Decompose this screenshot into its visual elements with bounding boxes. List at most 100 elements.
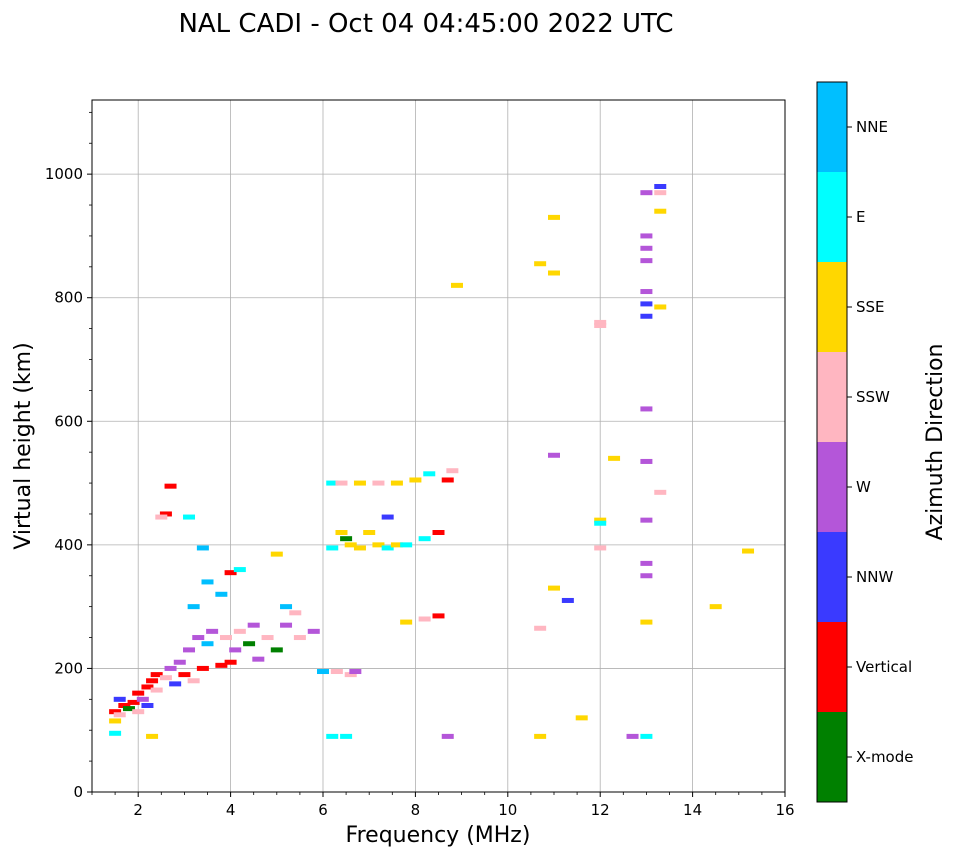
echo-mark [215,662,228,668]
echo-mark [608,455,621,461]
colorbar-segment [817,352,847,442]
echo-mark [372,480,385,486]
echo-mark [418,536,431,542]
y-axis-label: Virtual height (km) [11,342,36,549]
echo-mark [219,635,232,641]
colorbar-tick-label: NNW [856,568,893,586]
echo-mark [742,548,755,554]
echo-mark [201,641,214,647]
echo-mark [132,709,145,715]
echo-mark [330,669,343,675]
echo-mark [640,560,653,566]
colorbar-frame [816,81,848,803]
echo-mark [118,703,131,708]
echo-mark [280,604,293,610]
echo-mark [289,610,302,616]
echo-mark [640,233,653,239]
echo-mark [247,622,260,628]
echo-mark [192,635,205,641]
echo-mark [113,696,126,702]
echo-mark [423,471,436,477]
echo-mark [164,665,177,671]
echo-mark [326,545,339,551]
echo-mark [326,733,339,739]
echo-mark [363,530,376,535]
echo-mark [640,458,653,464]
echo-mark [594,517,607,523]
echo-mark [183,514,196,520]
data-marks [109,184,755,739]
echo-mark [243,641,256,647]
x-tick-label: 14 [683,801,702,819]
echo-mark [196,545,209,551]
echo-mark [640,258,653,264]
echo-mark [446,468,459,474]
x-tick-label: 6 [318,801,328,819]
y-tick-label: 400 [54,536,83,554]
echo-mark [534,261,547,267]
echo-mark [335,530,348,535]
colorbar-segment [817,172,847,262]
echo-mark [534,733,547,739]
echo-mark [335,480,348,486]
echo-mark [150,672,163,678]
x-tick-label: 12 [591,801,610,819]
echo-mark [640,190,653,196]
x-tick-label: 2 [133,801,143,819]
echo-mark [640,301,653,307]
echo-mark [640,573,653,579]
echo-mark [654,489,667,495]
echo-mark [640,619,653,625]
echo-mark [224,659,237,665]
echo-mark [353,480,366,486]
echo-mark [122,706,135,712]
echo-mark [159,511,172,517]
echo-mark [534,625,547,631]
echo-mark [141,684,154,690]
colorbar-segment [817,712,847,802]
colorbar-tick-label: X-mode [856,748,913,766]
y-axis-ticks: 0 200 400 600 800 1000 [45,111,92,801]
echo-mark [349,669,362,675]
echo-mark [441,477,454,483]
echo-mark [187,678,200,684]
echo-mark [146,678,159,684]
echo-mark [109,730,122,736]
echo-mark [127,699,140,705]
echo-mark [109,718,122,724]
echo-mark [353,545,366,551]
echo-mark [548,214,560,220]
y-tick-label: 600 [54,412,83,430]
echo-mark [252,656,265,662]
echo-mark [173,659,186,665]
echo-mark [400,542,413,548]
echo-mark [270,647,283,653]
echo-mark [113,712,126,718]
echo-mark [575,715,588,721]
echo-mark [280,622,293,628]
colorbar-label: Azimuth Direction [923,343,948,540]
echo-mark [229,647,242,653]
colorbar-tick-label: SSW [856,388,890,406]
grid-lines [92,100,786,793]
echo-mark [159,675,172,681]
echo-mark [432,613,445,619]
echo-mark [381,514,394,520]
y-tick-label: 800 [54,289,83,307]
colorbar-segment [817,82,847,172]
echo-mark [400,619,413,625]
echo-mark [418,616,431,622]
x-tick-label: 16 [775,801,794,819]
colorbar-segment [817,622,847,712]
x-tick-label: 8 [411,801,421,819]
echo-mark [201,579,214,585]
echo-mark [640,517,653,523]
echo-mark [381,545,394,551]
echo-mark [187,604,200,610]
echo-mark [109,709,122,715]
echo-mark [150,687,163,693]
y-tick-label: 200 [54,659,83,677]
echo-mark [270,551,283,557]
colorbar-tick-label: SSE [856,298,885,316]
